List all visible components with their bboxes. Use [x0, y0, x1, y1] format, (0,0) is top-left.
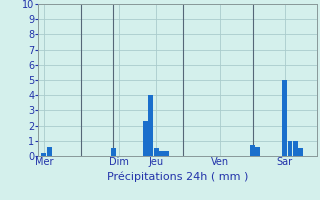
Bar — [111, 148, 116, 156]
Bar — [282, 80, 287, 156]
Bar — [154, 148, 159, 156]
Bar — [255, 147, 260, 156]
Bar — [47, 147, 52, 156]
X-axis label: Précipitations 24h ( mm ): Précipitations 24h ( mm ) — [107, 172, 248, 182]
Bar — [298, 148, 303, 156]
Bar — [159, 151, 164, 156]
Bar — [143, 121, 148, 156]
Bar — [288, 141, 292, 156]
Bar — [164, 151, 169, 156]
Bar — [148, 95, 153, 156]
Bar — [250, 145, 255, 156]
Bar — [293, 141, 298, 156]
Bar — [41, 153, 46, 156]
